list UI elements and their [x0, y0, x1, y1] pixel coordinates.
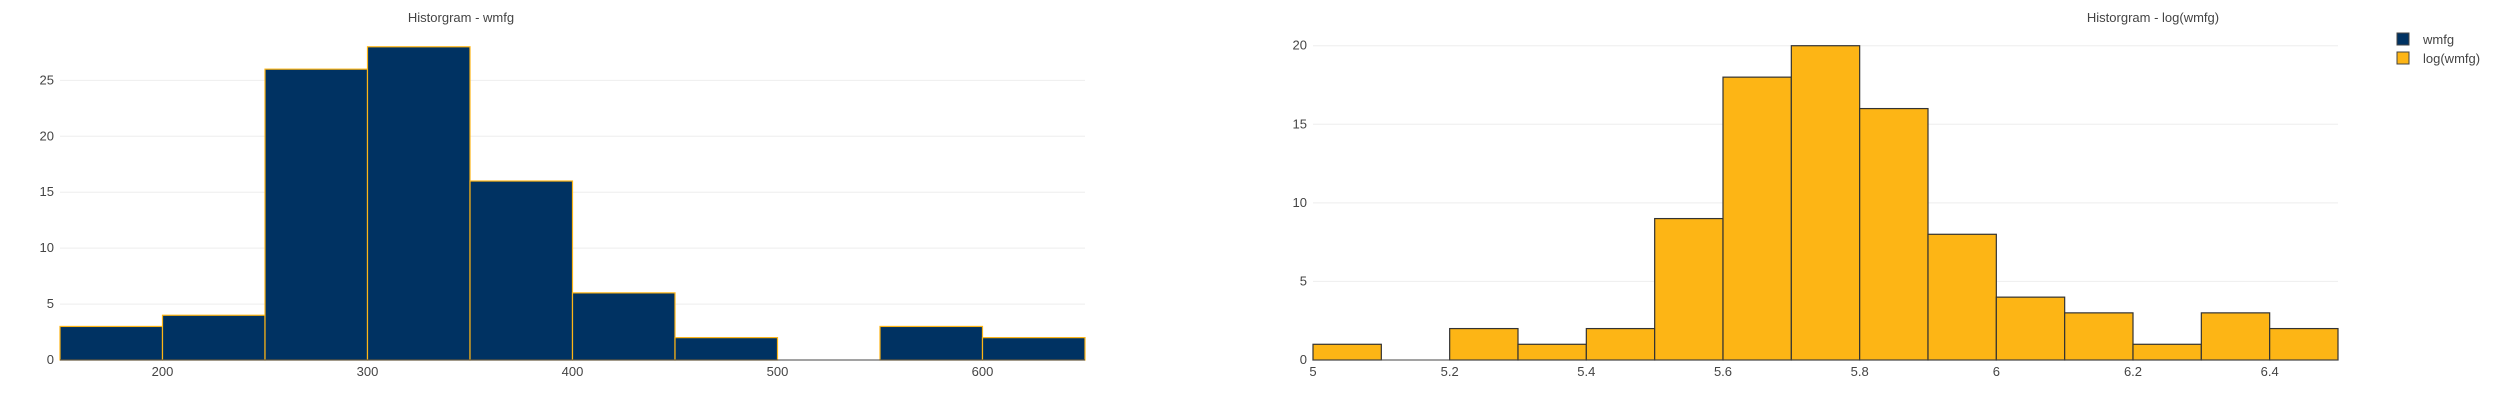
histogram-bar[interactable] — [59, 325, 164, 361]
y-tick-label: 0 — [47, 352, 54, 367]
plot-title: Historgram - wmfg — [408, 10, 514, 25]
x-tick-label: 500 — [767, 364, 789, 379]
plot-title: Historgram - log(wmfg) — [2087, 10, 2219, 25]
histogram-bar[interactable] — [571, 292, 676, 361]
histogram-bar[interactable] — [1654, 217, 1724, 361]
legend-swatch-log-wmfg — [2396, 51, 2410, 65]
histogram-bar[interactable] — [1722, 76, 1792, 361]
histogram-bar[interactable] — [1585, 327, 1656, 361]
x-tick-label: 600 — [972, 364, 994, 379]
x-tick-label: 6 — [1993, 364, 2000, 379]
histogram-bar[interactable] — [2269, 327, 2339, 361]
legend-item-log-wmfg[interactable]: log(wmfg) — [2396, 51, 2480, 66]
histogram-bar[interactable] — [1995, 296, 2066, 361]
x-tick-label: 200 — [152, 364, 174, 379]
x-tick-label: 5.6 — [1714, 364, 1732, 379]
y-tick-label: 15 — [1293, 116, 1307, 131]
x-tick-label: 300 — [357, 364, 379, 379]
x-tick-label: 5.4 — [1577, 364, 1595, 379]
x-tick-label: 5.8 — [1851, 364, 1869, 379]
legend[interactable]: wmfg log(wmfg) — [2396, 32, 2480, 66]
y-tick-label: 0 — [1300, 352, 1307, 367]
legend-swatch-wmfg — [2396, 32, 2410, 46]
histogram-bar[interactable] — [469, 180, 574, 361]
x-tick-label: 5 — [1309, 364, 1316, 379]
legend-label-log-wmfg: log(wmfg) — [2423, 51, 2480, 66]
histogram-bar[interactable] — [1312, 343, 1382, 361]
histogram-bar[interactable] — [264, 68, 369, 361]
y-tick-label: 10 — [40, 240, 54, 255]
x-tick-label: 6.2 — [2124, 364, 2142, 379]
histogram-bar[interactable] — [2132, 343, 2202, 361]
histogram-bar[interactable] — [879, 325, 984, 361]
histogram-bar[interactable] — [366, 46, 471, 361]
histogram-bar[interactable] — [161, 314, 266, 361]
histogram-bar[interactable] — [1859, 107, 1929, 361]
y-tick-label: 20 — [40, 128, 54, 143]
histogram-bar[interactable] — [2064, 312, 2134, 361]
histogram-bar[interactable] — [2200, 312, 2271, 361]
histogram-bar[interactable] — [1449, 327, 1519, 361]
histogram-bar[interactable] — [1790, 45, 1861, 361]
histogram-bar[interactable] — [1517, 343, 1587, 361]
y-tick-label: 20 — [1293, 38, 1307, 53]
legend-label-wmfg: wmfg — [2422, 32, 2454, 47]
y-tick-label: 5 — [1300, 273, 1307, 288]
y-tick-label: 15 — [40, 184, 54, 199]
histogram-bar[interactable] — [1927, 233, 1997, 361]
y-tick-label: 10 — [1293, 195, 1307, 210]
x-tick-label: 6.4 — [2261, 364, 2279, 379]
histogram-bar[interactable] — [674, 337, 779, 361]
legend-item-wmfg[interactable]: wmfg — [2396, 32, 2454, 47]
x-tick-label: 400 — [562, 364, 584, 379]
y-tick-label: 5 — [47, 296, 54, 311]
wmfg-histogram-plot: Historgram - wmfg 0 5 10 15 20 25 200 300 400 500… — [40, 10, 1086, 379]
y-tick-label: 25 — [40, 72, 54, 87]
x-tick-label: 5.2 — [1441, 364, 1459, 379]
histogram-bar[interactable] — [981, 337, 1086, 361]
